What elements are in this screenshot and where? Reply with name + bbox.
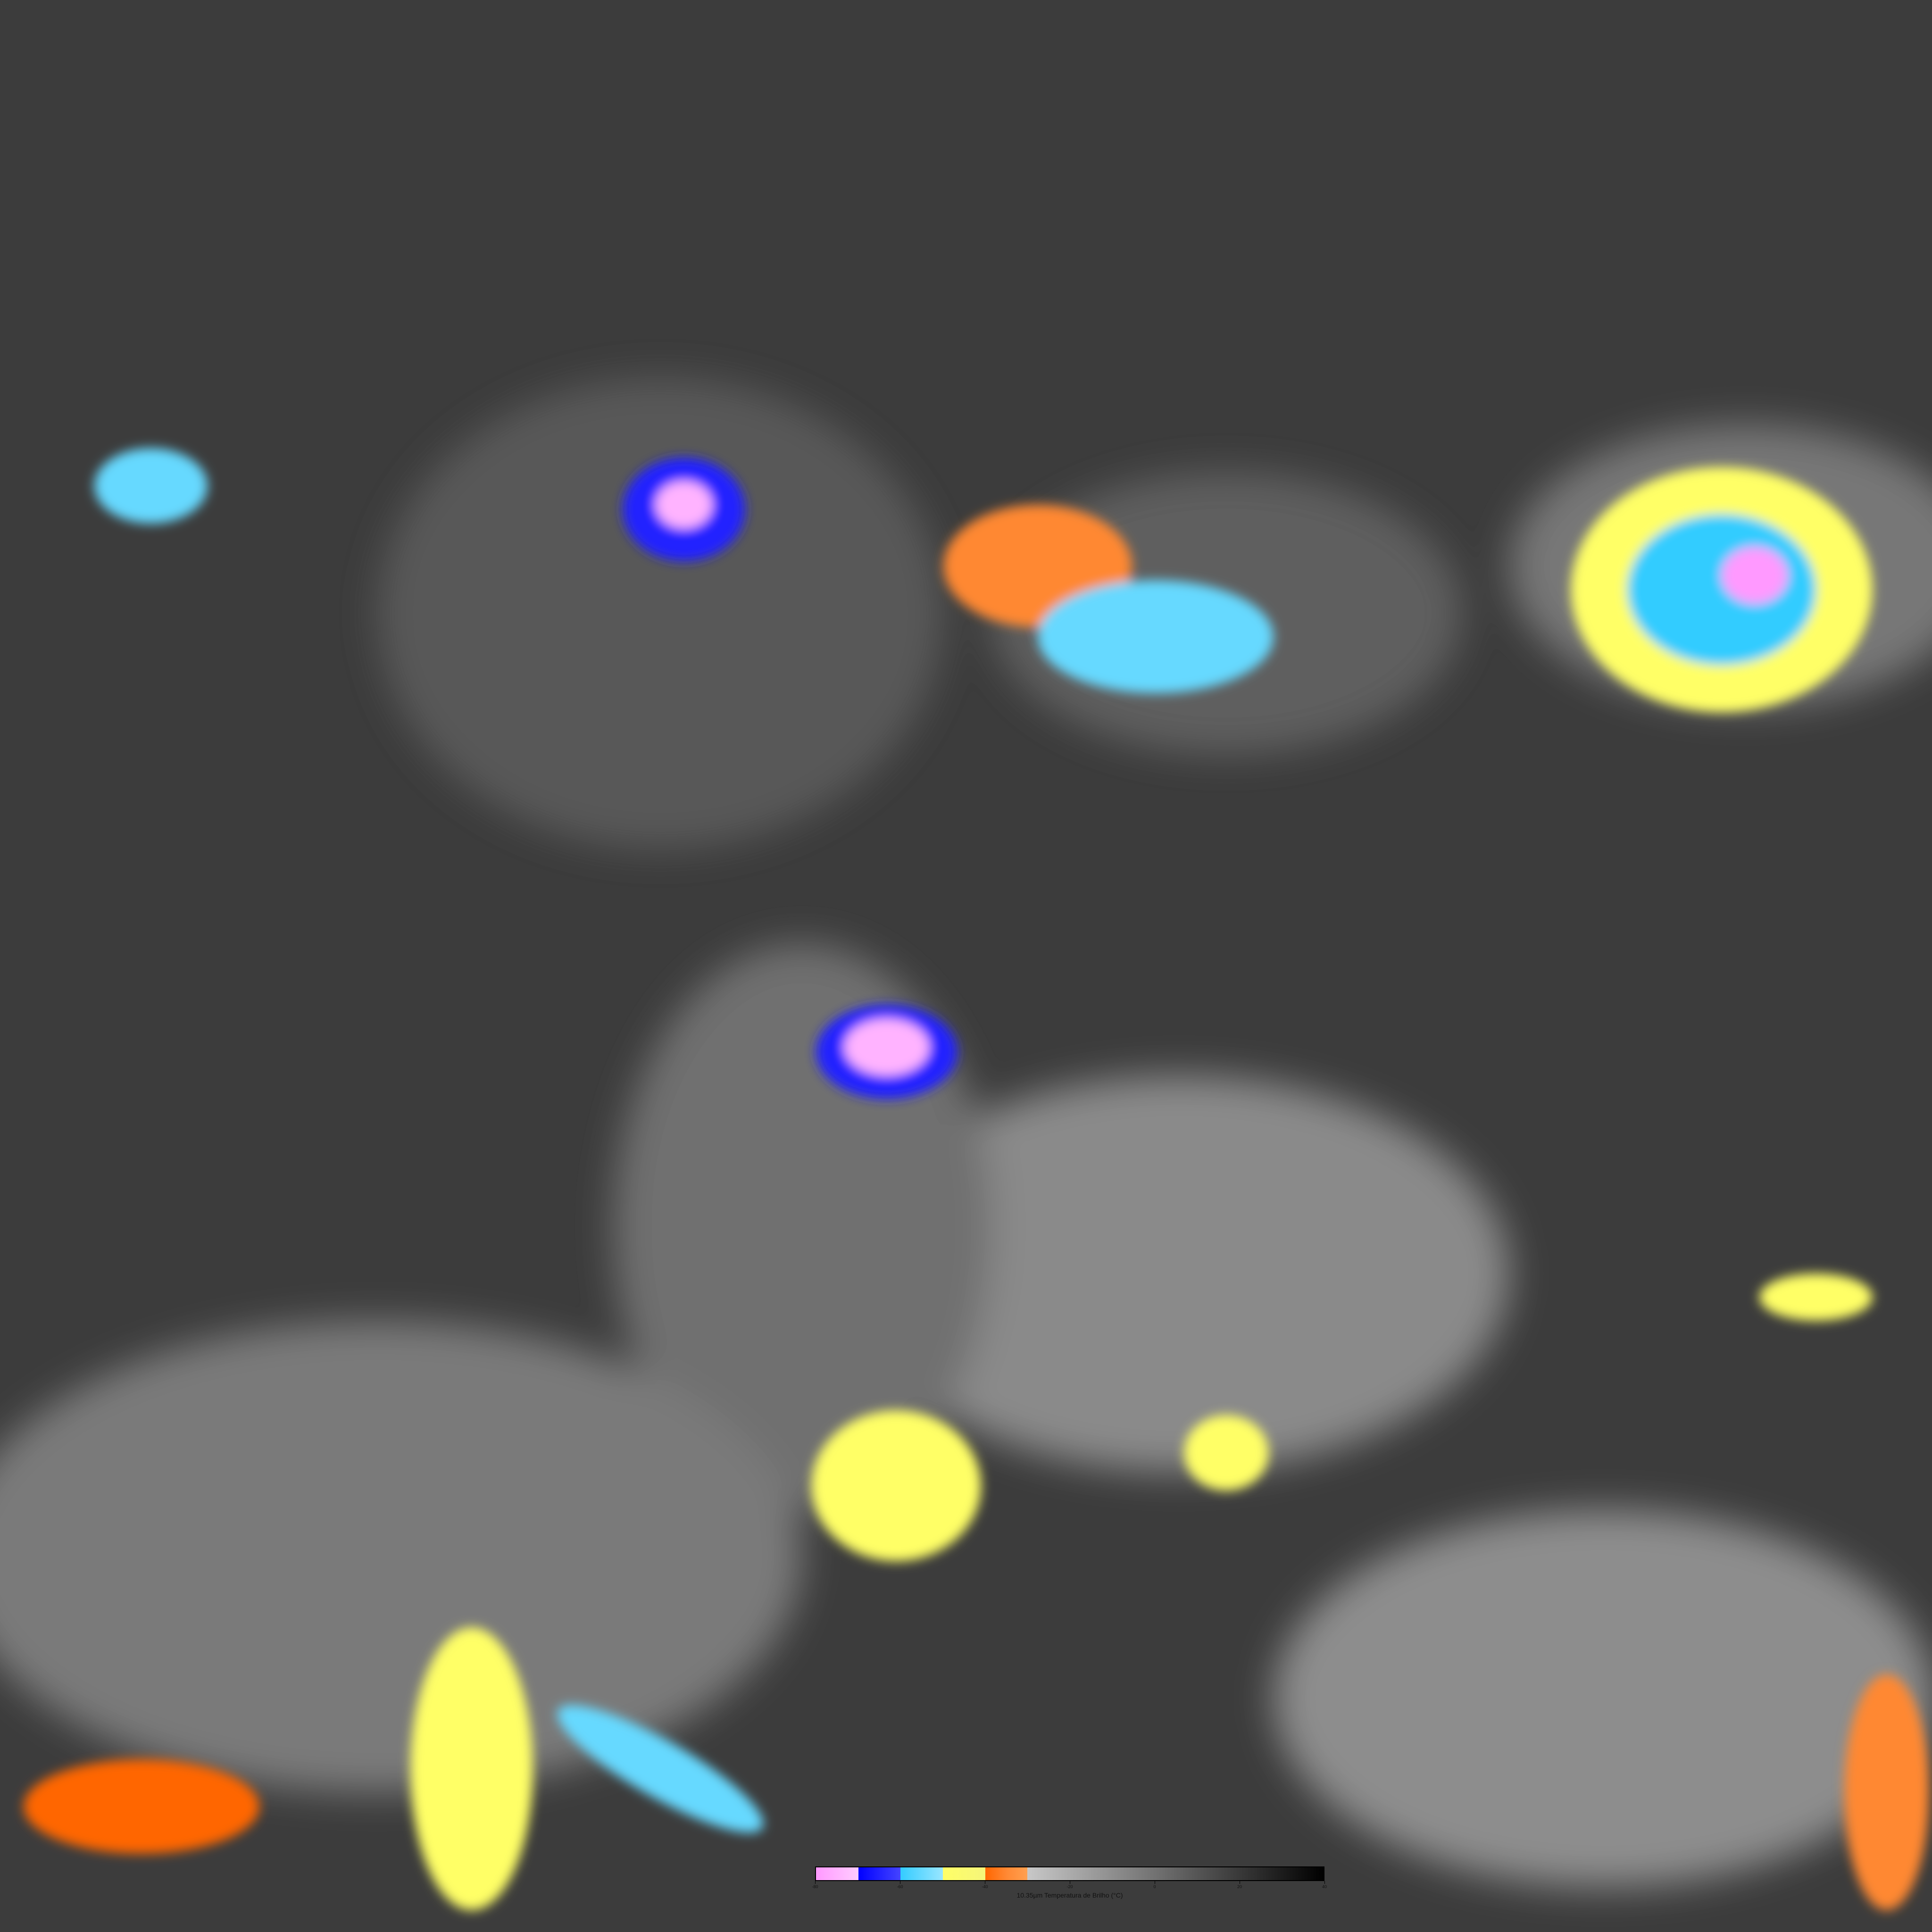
colorbar-tick bbox=[815, 1881, 816, 1884]
colorbar bbox=[815, 1866, 1324, 1881]
colorbar-band bbox=[900, 1867, 943, 1880]
colorbar-title: 10.35µm Temperatura de Brilho (°C) bbox=[1016, 1891, 1123, 1899]
colorbar-band bbox=[858, 1867, 901, 1880]
convective-cores bbox=[24, 448, 1929, 1910]
colorbar-tick-label: -40 bbox=[982, 1884, 988, 1889]
colorbar-tick bbox=[1324, 1881, 1325, 1884]
colorbar-tick-label: 20 bbox=[1237, 1884, 1242, 1889]
colorbar-tick-label: -80 bbox=[812, 1884, 818, 1889]
colorbar-tick-label: 0 bbox=[1153, 1884, 1156, 1889]
colorbar-tick-label: -20 bbox=[1066, 1884, 1073, 1889]
colorbar-tick-label: 40 bbox=[1322, 1884, 1327, 1889]
colorbar-band bbox=[942, 1867, 985, 1880]
colorbar-band bbox=[985, 1867, 1028, 1880]
colorbar-band bbox=[1027, 1867, 1324, 1880]
colorbar-band bbox=[816, 1867, 858, 1880]
colorbar-tick-label: -60 bbox=[897, 1884, 903, 1889]
